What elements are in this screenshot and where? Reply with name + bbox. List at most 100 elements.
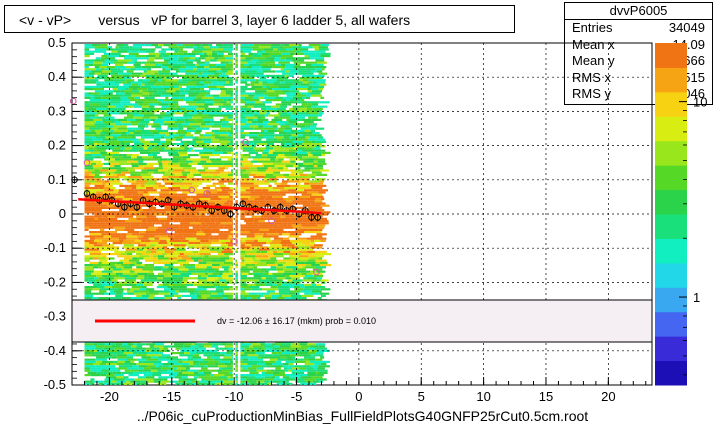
scatter-cell [132,330,140,333]
scatter-cell [145,55,156,58]
scatter-cell [303,358,310,361]
scatter-cell [191,257,203,260]
scatter-cell [278,85,290,88]
scatter-cell [170,74,182,77]
scatter-cell [139,171,148,174]
scatter-cell [124,189,135,192]
scatter-cell [199,81,204,84]
scatter-cell [126,253,133,256]
scatter-cell [186,301,191,304]
scatter-cell [114,121,121,124]
scatter-cell [164,59,170,62]
scatter-cell [137,275,145,278]
scatter-cell [162,143,173,146]
scatter-cell [111,121,115,124]
scatter-cell [97,299,108,302]
scatter-cell [249,79,256,82]
scatter-cell [121,81,127,84]
scatter-cell [320,96,325,99]
scatter-cell [285,92,292,95]
scatter-cell [84,290,92,293]
scatter-cell [312,211,320,214]
scatter-cell [127,180,137,183]
scatter-cell [84,354,92,357]
scatter-cell [142,176,154,179]
scatter-cell [218,138,228,141]
scatter-cell [285,360,295,363]
scatter-cell [140,140,150,143]
scatter-cell [103,187,110,190]
scatter-cell [174,231,187,234]
scatter-cell [95,338,102,341]
scatter-cell [96,360,102,363]
scatter-cell [96,125,107,128]
scatter-cell [101,85,112,88]
scatter-cell [84,360,97,363]
scatter-cell [213,257,221,260]
scatter-cell [158,149,165,152]
scatter-cell [195,224,202,227]
scatter-cell [175,138,183,141]
scatter-cell [184,305,189,308]
scatter-cell [88,107,97,110]
scatter-cell [260,250,267,253]
scatter-cell [251,261,258,264]
scatter-cell [114,246,120,249]
scatter-cell [243,224,248,227]
scatter-cell [129,363,133,366]
scatter-cell [283,149,289,152]
scatter-cell [243,63,249,66]
colorbar-cell [655,311,687,337]
scatter-cell [238,250,246,253]
scatter-cell [290,160,296,163]
x-tick-label: 20 [601,389,615,404]
scatter-cell [104,90,114,93]
scatter-cell [247,297,252,300]
scatter-cell [124,378,135,381]
scatter-cell [275,360,282,363]
scatter-cell [314,363,321,366]
scatter-cell [295,371,305,374]
scatter-cell [159,123,164,126]
scatter-cell [235,360,244,363]
scatter-cell [180,92,189,95]
scatter-cell [132,363,137,366]
scatter-cell [183,226,189,229]
scatter-cell [294,288,304,291]
scatter-cell [183,99,194,102]
scatter-cell [226,297,233,300]
scatter-cell [143,70,147,73]
scatter-cell [264,334,270,337]
colorbar-cell [655,214,687,239]
scatter-cell [284,123,294,126]
scatter-cell [128,217,137,220]
scatter-cell [308,127,316,130]
scatter-cell [195,83,205,86]
scatter-cell [199,248,210,251]
scatter-cell [310,246,315,249]
scatter-cell [84,244,94,247]
scatter-cell [320,52,331,55]
scatter-cell [115,272,123,275]
scatter-cell [95,114,99,117]
scatter-cell [225,90,234,93]
scatter-cell [227,215,239,218]
scatter-cell [318,136,324,139]
scatter-cell [214,193,222,196]
scatter-cell [249,136,258,139]
scatter-cell [153,110,160,113]
scatter-cell [180,110,184,113]
scatter-cell [264,380,270,383]
scatter-cell [197,316,205,319]
scatter-cell [276,316,288,319]
scatter-cell [286,356,291,359]
scatter-cell [191,330,197,333]
scatter-cell [214,154,220,157]
scatter-cell [106,308,116,311]
scatter-cell [97,143,106,146]
scatter-cell [299,81,303,84]
scatter-cell [195,129,202,132]
scatter-cell [264,176,277,179]
scatter-cell [111,200,118,203]
scatter-cell [269,145,281,148]
